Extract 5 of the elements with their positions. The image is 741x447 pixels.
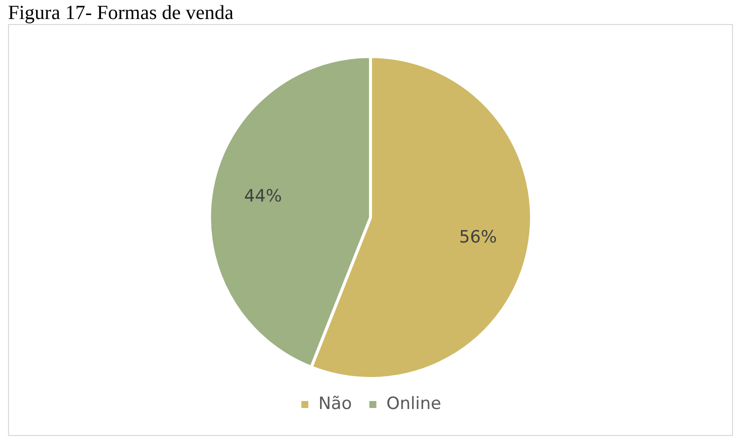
data-label: 56% bbox=[459, 227, 497, 248]
legend-label: Online bbox=[386, 394, 442, 414]
legend-label: Não bbox=[318, 394, 352, 414]
chart-title: Figura 17- Formas de venda bbox=[8, 2, 235, 24]
data-label: 44% bbox=[244, 186, 282, 206]
